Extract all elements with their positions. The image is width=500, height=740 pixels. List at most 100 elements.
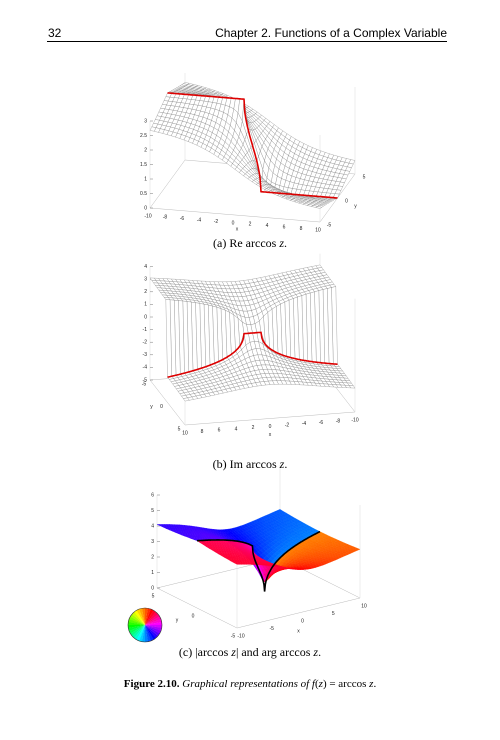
color-wheel-sector [144,608,148,625]
y-axis-label: y [150,404,153,410]
color-wheel-sector [131,611,145,625]
x-tick-label: -4 [302,421,307,427]
header-rule [47,41,447,42]
z-tick-label: 0 [151,585,154,591]
x-tick-label: -4 [197,218,202,224]
color-wheel-sector [145,625,162,631]
color-wheel-sector [142,625,146,642]
y-axis-label: y [354,203,357,209]
z-tick-label: 2 [144,147,147,153]
z-tick-label: 3 [144,277,147,283]
z-tick-label: 3 [151,539,154,545]
color-wheel-sector [145,610,156,625]
caption-text: (c) |arccos [178,645,232,659]
figure-caption: Figure 2.10. Graphical representations o… [0,678,500,690]
surface [149,264,356,402]
color-wheel-sector [131,625,145,639]
x-tick-label: 4 [266,223,269,229]
surface [149,82,356,209]
y-tick-label: -5 [231,633,236,639]
x-tick-label: -6 [180,216,185,222]
color-wheel-sector [139,608,145,625]
z-tick-label: 6 [151,492,154,498]
y-tick-label: 5 [363,174,366,180]
x-tick-label: 0 [232,220,235,226]
z-tick-label: 2 [144,289,147,295]
x-axis-label: x [269,432,272,438]
x-tick-label: 5 [332,611,335,617]
x-tick-label: 2 [249,222,252,228]
z-tick-label: -3 [143,352,148,358]
z-tick-label: 0 [144,314,147,320]
subcaption: (c) |arccos z| and arg arccos z. [0,645,500,660]
x-tick-label: 6 [218,428,221,434]
color-wheel-sector [145,625,162,634]
color-wheel-sector [145,625,159,639]
y-tick-label: 0 [160,404,163,410]
chapter-title: Chapter 2. Functions of a Complex Variab… [215,26,447,40]
real-axis-curve [167,331,338,378]
x-tick-label: 8 [300,226,303,232]
subcaption: (b) Im arccos z. [0,457,500,472]
color-wheel-sector [145,613,160,625]
z-tick-label: 5 [151,508,154,514]
x-tick-label: -10 [144,213,151,219]
x-axis-label: x [236,226,239,232]
color-wheel-sector [145,625,157,640]
x-tick-label: -5 [270,626,275,632]
z-tick-label: 0 [144,205,147,211]
color-wheel-sector [128,616,145,625]
color-wheel-sector [130,625,145,637]
surface [156,509,361,583]
caption-text: . [283,236,287,250]
caption-var: z [279,236,284,250]
x-tick-label: -8 [336,419,341,425]
surface-patch [354,547,361,551]
y-tick-label: 0 [192,613,195,619]
z-tick-label: 4 [151,523,154,529]
caption-text: ( [314,678,319,690]
caption-var: z [313,645,319,659]
color-wheel-sector [129,625,145,634]
x-tick-label: 10 [361,603,367,609]
color-wheel-sector [145,619,162,625]
x-tick-label: 6 [283,225,286,231]
caption-var: f [311,678,315,690]
caption-text: ) = arccos [322,678,370,690]
surface-patch [315,206,323,209]
caption-text: . [284,457,288,471]
x-tick-label: 4 [235,426,238,432]
x-tick-label: 2 [252,425,255,431]
color-wheel-sector [128,625,145,631]
z-tick-label: 1 [144,176,147,182]
x-tick-label: -10 [351,417,358,423]
color-wheel-sector [139,625,145,642]
x-tick-label: 8 [201,429,204,435]
color-wheel [127,607,163,643]
surface-patch [183,397,190,402]
z-tick-label: -5 [143,377,148,383]
z-tick-label: 2.5 [140,133,147,139]
caption-var: z [231,645,236,659]
plot: 0 0.5 1 1.5 2 2.5 3 -10 -8 -6 -4 -2 0 2 4 6 8 10 -5 0 5 x y [140,73,366,233]
x-tick-label: 10 [315,227,321,233]
color-wheel-sector [136,609,145,625]
caption-var: z [279,457,285,471]
x-tick-label: -2 [285,423,290,429]
color-wheel-sector [127,622,145,626]
z-tick-label: 3 [144,118,147,124]
color-wheel-sector [145,611,159,625]
color-wheel-sector [145,625,160,636]
caption-text: . [318,645,322,659]
caption-text: (b) Im arccos [212,457,280,471]
z-tick-label: 4 [144,264,147,270]
color-wheel-rim [127,607,163,643]
real-axis-curve [167,92,338,199]
color-wheel-sector [136,625,145,642]
z-tick-label: 1 [151,570,154,576]
color-wheel-sector [145,608,151,625]
